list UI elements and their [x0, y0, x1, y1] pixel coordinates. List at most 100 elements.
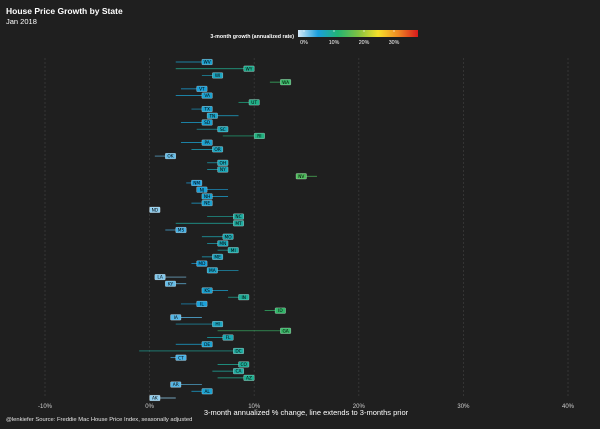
- state-label-box: [149, 395, 161, 401]
- state-label-box: [154, 274, 166, 280]
- state-label-box: [201, 193, 213, 200]
- state-label-box: [149, 206, 161, 213]
- point-nj: NJ: [196, 186, 208, 193]
- state-label-text: CA: [236, 369, 242, 375]
- state-label-box: [201, 388, 213, 395]
- state-label-box: [233, 368, 244, 375]
- state-label-box: [238, 294, 250, 301]
- point-wa: WA: [280, 79, 291, 86]
- state-label-box: [233, 348, 244, 354]
- state-label-box: [243, 374, 255, 381]
- point-mi: MI: [227, 247, 239, 254]
- state-label-text: NM: [193, 181, 200, 187]
- state-label-box: [217, 159, 229, 166]
- state-label-text: NJ: [200, 187, 204, 193]
- state-label-text: TX: [203, 107, 210, 113]
- point-al: AL: [201, 388, 213, 395]
- state-label-text: IA: [174, 315, 178, 321]
- state-label-box: [217, 166, 229, 173]
- state-label-text: NH: [204, 194, 210, 200]
- point-wi: WI: [212, 72, 223, 79]
- state-label-text: WA: [282, 80, 289, 86]
- state-label-text: IL: [200, 302, 204, 308]
- state-label-box: [201, 106, 213, 112]
- point-la: LA: [154, 274, 166, 281]
- state-label-box: [280, 79, 291, 86]
- state-label-text: ID: [278, 308, 283, 314]
- point-id: ID: [274, 307, 286, 314]
- point-pa: PA: [201, 139, 213, 146]
- state-label-box: [201, 119, 213, 126]
- state-label-text: NC: [235, 214, 241, 220]
- state-label-text: VA: [204, 93, 210, 99]
- state-label-text: KS: [204, 288, 210, 294]
- x-tick-label: 20%: [353, 404, 366, 410]
- state-label-box: [222, 233, 234, 240]
- point-il: IL: [196, 300, 208, 308]
- point-nc: NC: [233, 213, 244, 220]
- point-fl: FL: [222, 334, 234, 341]
- state-label-text: KY: [168, 281, 174, 287]
- state-label-text: OK: [167, 154, 173, 160]
- state-label-text: IN: [241, 295, 245, 301]
- state-label-box: [165, 280, 176, 287]
- state-label-text: SD: [204, 120, 211, 126]
- point-wv: WV: [201, 59, 213, 66]
- point-nv: NV: [295, 173, 307, 180]
- state-label-text: HI: [215, 322, 220, 328]
- state-label-box: [206, 267, 218, 274]
- state-label-text: MS: [178, 228, 185, 234]
- chart-subtitle: Jan 2018: [6, 17, 37, 26]
- point-md: MD: [196, 260, 208, 267]
- state-label-box: [212, 146, 223, 153]
- state-label-box: [201, 92, 213, 99]
- point-ia: IA: [170, 314, 182, 321]
- point-mo: MO: [222, 233, 234, 240]
- point-co: CO: [238, 361, 250, 368]
- point-in: IN: [238, 294, 250, 301]
- x-axis-ticks: -10% 0% 10% 20% 30% 40%: [38, 404, 575, 410]
- point-ak: AK: [149, 395, 161, 402]
- state-label-text: NV: [298, 174, 304, 180]
- point-tx: TX: [201, 106, 213, 113]
- state-label-box: [201, 59, 213, 65]
- state-label-box: [175, 354, 187, 361]
- point-ky: KY: [165, 280, 176, 287]
- state-label-text: RI: [257, 134, 261, 140]
- point-tn: TN: [206, 112, 218, 119]
- state-label-box: [201, 139, 213, 146]
- x-tick-label: 0%: [145, 404, 154, 410]
- state-label-box: [295, 173, 307, 180]
- state-label-box: [212, 72, 223, 79]
- state-label-box: [170, 314, 182, 321]
- state-label-box: [191, 180, 203, 186]
- state-label-text: ND: [152, 207, 159, 213]
- state-label-box: [175, 227, 187, 233]
- state-label-box: [233, 220, 244, 227]
- x-axis-label: 3-month annualized % change, line extend…: [204, 408, 409, 417]
- state-label-text: WV: [204, 60, 211, 66]
- state-label-text: MN: [219, 241, 226, 247]
- point-nd: ND: [149, 206, 161, 213]
- state-label-box: [217, 240, 229, 247]
- state-label-box: [238, 361, 250, 368]
- state-label-text: MT: [235, 221, 242, 227]
- state-label-text: DC: [235, 349, 241, 355]
- point-vt: VT: [196, 85, 208, 92]
- point-sc: SC: [217, 126, 229, 133]
- state-label-text: TN: [208, 113, 215, 119]
- state-label-box: [201, 341, 213, 348]
- state-label-text: NY: [220, 167, 226, 173]
- state-label-text: CT: [178, 355, 184, 361]
- state-label-box: [206, 112, 218, 119]
- state-label-box: [227, 247, 239, 254]
- state-label-text: AR: [173, 382, 179, 388]
- state-label-text: AK: [152, 396, 158, 402]
- state-label-text: FL: [226, 335, 231, 341]
- state-label-text: CO: [241, 362, 248, 368]
- point-or: OR: [212, 146, 223, 153]
- point-ct: CT: [175, 354, 187, 361]
- point-ms: MS: [175, 227, 187, 234]
